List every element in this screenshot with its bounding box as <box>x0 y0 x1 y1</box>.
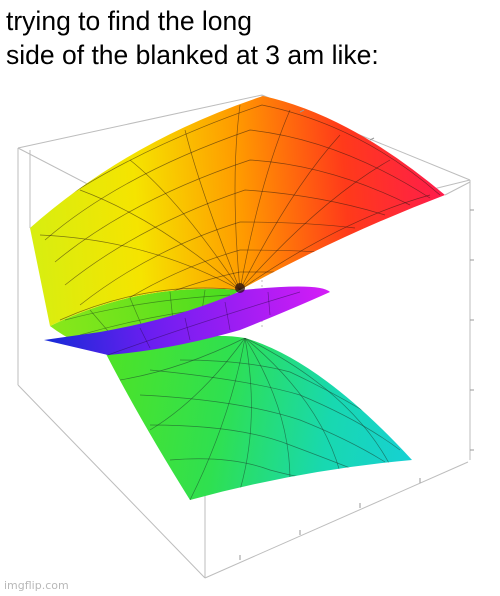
singularity-point <box>235 283 245 293</box>
upper-surface <box>30 96 445 326</box>
caption-line-2: side of the blanked at 3 am like: <box>6 40 379 70</box>
meme-caption: trying to find the long side of the blan… <box>6 4 494 72</box>
imgflip-watermark: imgflip.com <box>4 579 69 592</box>
surface-plot-image <box>0 88 500 596</box>
lower-surface <box>105 336 412 500</box>
caption-line-1: trying to find the long <box>6 6 252 36</box>
